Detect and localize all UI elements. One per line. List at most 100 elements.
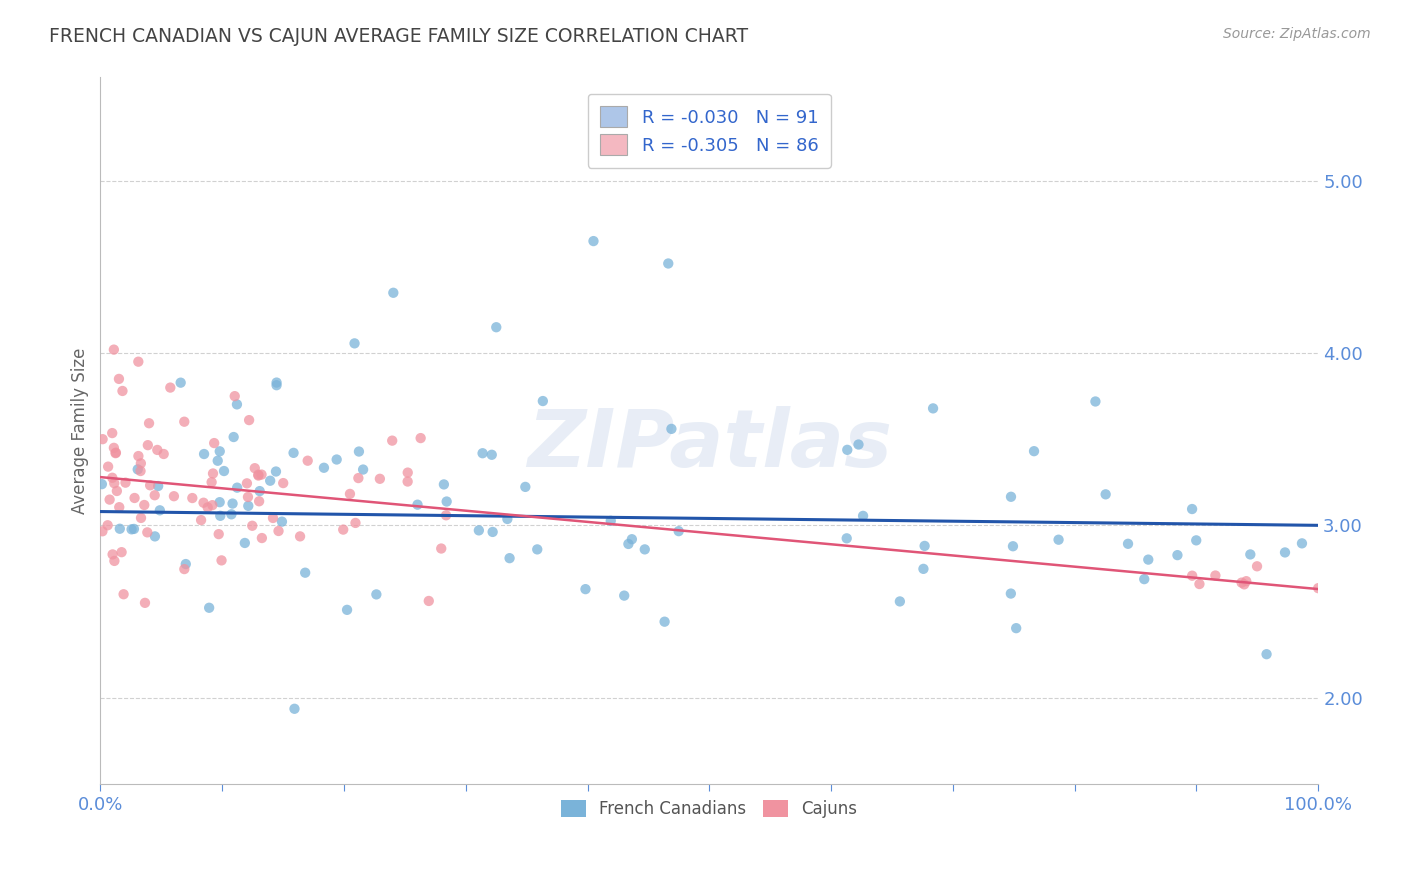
Point bbox=[1246, 559, 1268, 574]
Point bbox=[174, 557, 197, 571]
Point bbox=[366, 587, 388, 601]
Point bbox=[127, 354, 149, 368]
Point bbox=[101, 426, 124, 441]
Point bbox=[181, 491, 204, 505]
Point bbox=[852, 508, 875, 523]
Point bbox=[129, 464, 152, 478]
Text: ZIPatlas: ZIPatlas bbox=[527, 406, 891, 483]
Point bbox=[247, 468, 270, 483]
Text: Source: ZipAtlas.com: Source: ZipAtlas.com bbox=[1223, 27, 1371, 41]
Point bbox=[634, 542, 657, 557]
Point bbox=[396, 475, 419, 489]
Point bbox=[283, 702, 305, 716]
Point bbox=[1204, 568, 1226, 582]
Point bbox=[485, 320, 508, 334]
Point bbox=[396, 466, 419, 480]
Point bbox=[97, 518, 120, 533]
Point bbox=[352, 462, 374, 476]
Point bbox=[526, 542, 548, 557]
Point bbox=[434, 508, 457, 523]
Point bbox=[266, 376, 288, 390]
Point bbox=[238, 413, 260, 427]
Point bbox=[1116, 537, 1139, 551]
Point bbox=[1000, 490, 1022, 504]
Point bbox=[250, 531, 273, 545]
Point bbox=[193, 496, 215, 510]
Point bbox=[173, 415, 195, 429]
Point bbox=[173, 562, 195, 576]
Point bbox=[247, 494, 270, 508]
Point bbox=[105, 483, 128, 498]
Point bbox=[1185, 533, 1208, 548]
Point bbox=[262, 511, 284, 525]
Point bbox=[1001, 539, 1024, 553]
Point bbox=[146, 479, 169, 493]
Point bbox=[146, 442, 169, 457]
Point bbox=[481, 448, 503, 462]
Point bbox=[226, 397, 249, 411]
Point bbox=[668, 524, 690, 538]
Point bbox=[209, 508, 232, 523]
Point bbox=[1274, 545, 1296, 559]
Point bbox=[104, 445, 127, 459]
Point bbox=[143, 529, 166, 543]
Y-axis label: Average Family Size: Average Family Size bbox=[72, 347, 89, 514]
Point bbox=[169, 376, 191, 390]
Point bbox=[1230, 575, 1253, 590]
Point bbox=[471, 446, 494, 460]
Point bbox=[912, 562, 935, 576]
Point bbox=[531, 394, 554, 409]
Point bbox=[221, 508, 243, 522]
Point bbox=[1181, 502, 1204, 516]
Point bbox=[368, 472, 391, 486]
Point bbox=[136, 438, 159, 452]
Point bbox=[1133, 572, 1156, 586]
Point bbox=[221, 497, 243, 511]
Point bbox=[101, 548, 124, 562]
Point bbox=[288, 529, 311, 543]
Point bbox=[1094, 487, 1116, 501]
Point bbox=[236, 476, 259, 491]
Point bbox=[108, 522, 131, 536]
Point bbox=[236, 490, 259, 504]
Point bbox=[222, 430, 245, 444]
Point bbox=[382, 285, 405, 300]
Point bbox=[103, 554, 125, 568]
Point bbox=[661, 422, 683, 436]
Point bbox=[134, 498, 156, 512]
Point bbox=[110, 545, 132, 559]
Point bbox=[1181, 568, 1204, 582]
Point bbox=[114, 475, 136, 490]
Point bbox=[1022, 444, 1045, 458]
Point bbox=[1256, 647, 1278, 661]
Point bbox=[1308, 581, 1330, 595]
Point bbox=[1239, 548, 1261, 562]
Point bbox=[294, 566, 316, 580]
Point bbox=[496, 512, 519, 526]
Point bbox=[238, 499, 260, 513]
Point bbox=[436, 494, 458, 508]
Point bbox=[654, 615, 676, 629]
Point bbox=[91, 432, 114, 446]
Point bbox=[266, 378, 288, 392]
Point bbox=[201, 475, 224, 490]
Point bbox=[1291, 536, 1313, 550]
Point bbox=[617, 537, 640, 551]
Point bbox=[224, 389, 246, 403]
Point bbox=[211, 553, 233, 567]
Point bbox=[197, 500, 219, 515]
Point bbox=[347, 471, 370, 485]
Point bbox=[243, 461, 266, 475]
Point bbox=[108, 500, 131, 515]
Point bbox=[264, 465, 287, 479]
Point bbox=[620, 533, 643, 547]
Point bbox=[498, 551, 520, 566]
Point bbox=[112, 587, 135, 601]
Point bbox=[599, 514, 621, 528]
Point bbox=[103, 343, 125, 357]
Point bbox=[1005, 621, 1028, 635]
Point bbox=[1047, 533, 1070, 547]
Point bbox=[381, 434, 404, 448]
Point bbox=[468, 524, 491, 538]
Point bbox=[149, 503, 172, 517]
